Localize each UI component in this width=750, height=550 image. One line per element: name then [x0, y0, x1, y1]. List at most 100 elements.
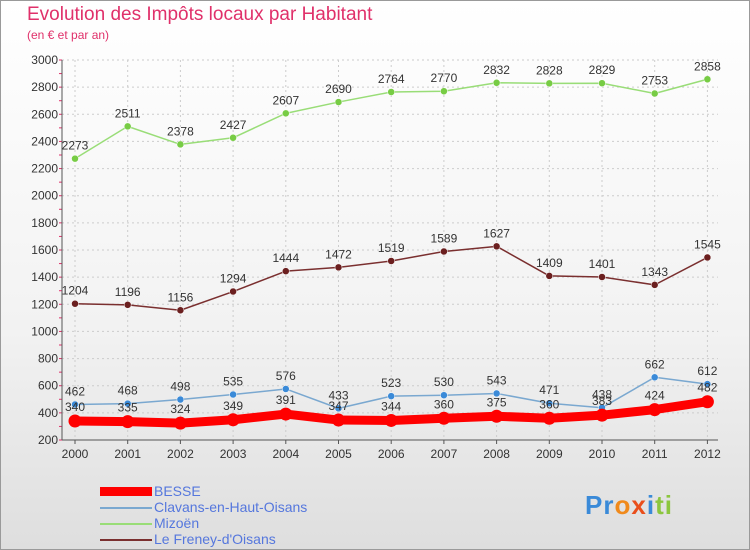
- data-label: 662: [645, 357, 665, 371]
- data-label: 2378: [167, 124, 194, 138]
- y-tick-label: 600: [38, 379, 58, 393]
- data-point: [492, 79, 501, 87]
- data-point: [229, 390, 237, 399]
- data-point: [334, 404, 343, 413]
- data-labels: 340 335 324 349 391 347 344 360 375 360 383 424 482 4…: [62, 59, 721, 416]
- data-label: 375: [487, 395, 507, 409]
- data-point: [334, 263, 343, 272]
- y-tick-label: 1600: [31, 243, 58, 257]
- legend-swatch-besse: [100, 487, 152, 496]
- data-label: 2770: [431, 71, 458, 85]
- x-tick-label: 2011: [642, 447, 668, 461]
- data-point: [490, 409, 504, 423]
- data-point: [176, 395, 185, 404]
- y-tick-label: 3000: [31, 53, 58, 67]
- data-point: [703, 75, 712, 84]
- data-label: 1545: [694, 237, 721, 251]
- data-label: 2273: [62, 139, 89, 153]
- data-label: 1401: [589, 257, 616, 271]
- data-label: 1589: [431, 231, 458, 245]
- data-point: [700, 395, 714, 409]
- legend-label-mizoen: Mizoën: [154, 515, 200, 531]
- data-label: 433: [328, 388, 348, 402]
- proxiti-logo: Proxiti: [585, 490, 673, 520]
- data-point: [71, 154, 79, 163]
- data-point: [334, 98, 343, 106]
- data-point: [703, 253, 712, 262]
- data-label: 2690: [325, 82, 352, 96]
- data-point: [176, 140, 185, 149]
- data-point: [229, 287, 237, 296]
- data-point: [598, 79, 606, 87]
- data-point: [545, 272, 554, 280]
- data-point: [387, 88, 395, 96]
- data-point: [332, 413, 345, 427]
- data-label: 324: [170, 402, 190, 416]
- data-point: [595, 408, 609, 422]
- data-point: [226, 413, 240, 427]
- data-label: 340: [65, 400, 85, 414]
- y-tick-label: 2000: [31, 189, 58, 203]
- data-point: [650, 281, 659, 289]
- y-tick-label: 200: [38, 433, 58, 447]
- data-label: 523: [381, 376, 401, 390]
- data-label: 1343: [641, 265, 668, 279]
- x-tick-label: 2004: [272, 447, 299, 461]
- y-tick-label: 2800: [31, 80, 58, 94]
- data-label: 349: [223, 399, 243, 413]
- data-point: [650, 373, 659, 382]
- x-tick-label: 2010: [589, 447, 616, 461]
- axes: 200 400 600 800 1000 1200 1400 1600 1800 2000 2200…: [31, 53, 721, 461]
- data-label: 2427: [220, 118, 247, 132]
- data-label: 2829: [589, 63, 616, 77]
- data-label: 2828: [536, 63, 563, 77]
- data-label: 2764: [378, 72, 405, 86]
- y-tick-label: 1000: [31, 324, 58, 338]
- x-tick-label: 2009: [536, 447, 563, 461]
- data-label: 1409: [536, 256, 563, 270]
- data-point: [440, 87, 448, 95]
- data-label: 2753: [641, 74, 668, 88]
- x-tick-label: 2003: [220, 447, 247, 461]
- data-point: [229, 134, 237, 142]
- data-point: [123, 399, 132, 408]
- legend-label-clavans: Clavans-en-Haut-Oisans: [154, 499, 308, 515]
- y-tick-label: 2400: [31, 134, 58, 148]
- data-label: 576: [276, 369, 296, 383]
- series-group: [68, 75, 714, 430]
- data-label: 383: [592, 394, 612, 408]
- data-point: [598, 273, 606, 281]
- y-tick-label: 800: [38, 352, 58, 366]
- data-label: 391: [276, 393, 296, 407]
- data-point: [440, 391, 448, 399]
- x-tick-label: 2006: [378, 447, 405, 461]
- data-label: 462: [65, 384, 85, 398]
- data-label: 424: [645, 389, 665, 403]
- data-label: 347: [328, 399, 348, 413]
- y-tick-label: 2600: [31, 107, 58, 121]
- data-label: 498: [170, 380, 190, 394]
- data-point: [703, 380, 712, 388]
- y-tick-label: 400: [38, 406, 58, 420]
- data-label: 1156: [167, 290, 193, 304]
- legend-swatch-clavans: [100, 507, 152, 509]
- data-label: 1472: [325, 247, 352, 261]
- legend-swatch-mizoen: [100, 523, 152, 525]
- data-point: [173, 416, 187, 430]
- x-tick-label: 2002: [167, 447, 194, 461]
- legend-label-freney: Le Freney-d'Oisans: [154, 531, 276, 547]
- data-point: [71, 299, 79, 308]
- x-tick-label: 2005: [325, 447, 352, 461]
- data-label: 482: [697, 381, 717, 395]
- data-point: [282, 385, 290, 393]
- data-label: 1196: [115, 285, 141, 299]
- data-point: [437, 411, 451, 425]
- y-tick-label: 2200: [31, 162, 58, 176]
- data-point: [545, 399, 554, 407]
- data-label: 360: [539, 397, 559, 411]
- x-tick-label: 2000: [62, 447, 89, 461]
- data-label: 468: [118, 384, 138, 398]
- y-tick-label: 1400: [31, 270, 58, 284]
- data-point: [282, 267, 290, 275]
